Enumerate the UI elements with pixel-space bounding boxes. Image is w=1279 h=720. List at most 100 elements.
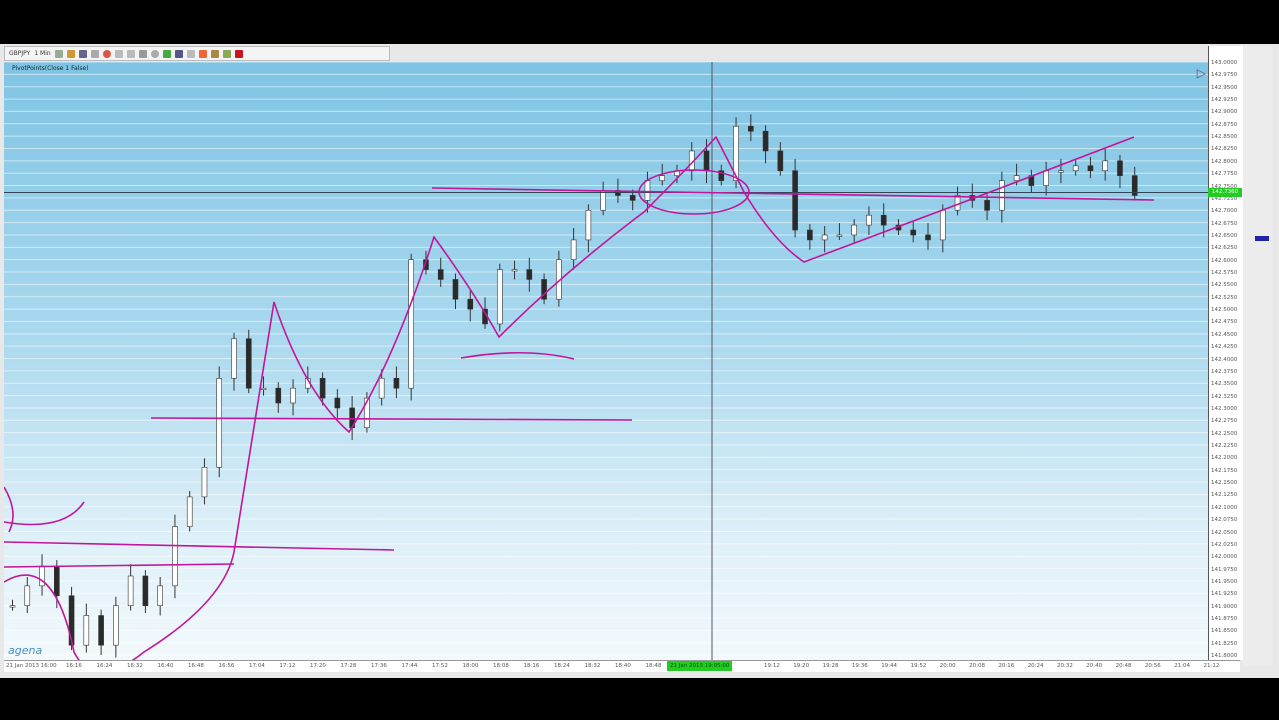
price-tick-label: 142.7000 — [1211, 208, 1238, 215]
annotation-ellipse — [638, 169, 750, 215]
candle — [378, 377, 385, 399]
print-icon[interactable] — [186, 49, 195, 58]
timeframe-selector[interactable]: 1 Min — [34, 50, 51, 57]
candle — [142, 575, 149, 606]
properties-icon[interactable] — [90, 49, 99, 58]
time-tick-label: 21 Jan 2013 16:00 — [6, 663, 57, 669]
annotation-line — [4, 486, 14, 533]
chart-toolbar: GBPJPY 1 Min — [4, 46, 390, 61]
candle — [260, 387, 267, 390]
price-tick-label: 142.2500 — [1211, 430, 1238, 437]
time-tick-label: 18:48 — [645, 663, 662, 669]
candle — [157, 585, 163, 606]
time-tick-label: 16:32 — [127, 663, 143, 669]
price-chart[interactable]: PivotPoints(Close 1 False) agena ▷ — [4, 62, 1208, 660]
time-tick-label: 19:44 — [881, 663, 898, 669]
scroll-right-icon[interactable]: ▷ — [1196, 66, 1206, 80]
candle — [1102, 160, 1109, 172]
annotation-line — [150, 417, 633, 421]
price-axis[interactable]: 143.0000 142.9750 142.9500 142.9250 142.9000… — [1208, 46, 1243, 660]
time-tick-label: 19:52 — [910, 663, 927, 669]
price-tick-label: 142.2000 — [1211, 455, 1238, 462]
time-tick-label: 18:00 — [462, 663, 479, 669]
price-tick-label: 142.6000 — [1211, 257, 1238, 264]
record-icon[interactable] — [102, 49, 111, 58]
price-tick-label: 142.9750 — [1211, 72, 1238, 79]
time-tick-label: 17:04 — [249, 663, 265, 669]
template-icon[interactable] — [210, 49, 219, 58]
price-tick-label: 142.4750 — [1211, 319, 1238, 326]
price-tick-label: 142.2250 — [1211, 443, 1238, 450]
strategy-icon[interactable] — [222, 49, 231, 58]
time-axis[interactable]: 21:12 21:04 20:56 20:48 20:40 20:32 20:24 20:16… — [4, 660, 1240, 672]
candle — [792, 170, 798, 231]
pen-icon[interactable] — [66, 49, 75, 58]
candle — [275, 387, 282, 404]
time-tick-label: 16:56 — [218, 663, 235, 669]
draw-tool-icon[interactable] — [54, 49, 63, 58]
time-tick-label: 20:24 — [1027, 663, 1044, 669]
candle — [984, 200, 990, 211]
price-tick-label: 142.6500 — [1211, 232, 1238, 239]
volume-indicator — [1255, 236, 1269, 241]
time-tick-label: 18:08 — [493, 663, 509, 669]
price-tick-label: 141.9250 — [1211, 591, 1238, 598]
price-tick-label: 142.1250 — [1211, 492, 1238, 499]
candle — [703, 150, 710, 172]
price-tick-label: 142.5250 — [1211, 294, 1238, 301]
price-tick-label: 142.1500 — [1211, 480, 1238, 487]
time-tick-label: 20:00 — [939, 663, 956, 669]
candle — [821, 234, 828, 241]
price-tick-label: 142.0750 — [1211, 517, 1238, 524]
time-tick-label: 21:04 — [1174, 663, 1191, 669]
time-tick-label: 18:16 — [523, 663, 540, 669]
time-tick-label: 18:40 — [615, 663, 631, 669]
candle — [186, 496, 193, 527]
candle — [53, 565, 60, 597]
price-tick-label: 142.6750 — [1211, 220, 1238, 227]
annotation-line — [460, 351, 575, 360]
price-tick-label: 141.8000 — [1211, 653, 1238, 660]
disk-icon[interactable] — [174, 49, 183, 58]
candle — [231, 338, 237, 379]
time-tick-label: 19:36 — [851, 663, 868, 669]
save-icon[interactable] — [78, 49, 87, 58]
candle — [408, 259, 414, 389]
candle — [718, 170, 725, 181]
candle — [600, 190, 606, 211]
price-tick-label: 142.4500 — [1211, 331, 1238, 338]
price-tick-label: 142.2750 — [1211, 418, 1238, 425]
alert-icon[interactable] — [234, 49, 243, 58]
price-tick-label: 142.0000 — [1211, 554, 1238, 561]
time-tick-label: 17:12 — [279, 663, 296, 669]
time-tick-label: 20:40 — [1086, 663, 1103, 669]
zoom-in-icon[interactable] — [114, 49, 123, 58]
price-tick-label: 142.5000 — [1211, 307, 1238, 314]
candle — [644, 180, 651, 201]
price-tick-label: 141.9500 — [1211, 578, 1238, 585]
chart-window: GBPJPY 1 Min — [0, 44, 1279, 678]
color-icon[interactable] — [198, 49, 207, 58]
symbol-selector[interactable]: GBPJPY — [9, 50, 31, 57]
time-tick-label: 17:52 — [432, 663, 448, 669]
price-tick-label: 142.4000 — [1211, 356, 1238, 363]
time-tick-label: 18:32 — [584, 663, 601, 669]
time-tick-label: 19:28 — [822, 663, 839, 669]
indicator-icon[interactable] — [162, 49, 171, 58]
candle — [629, 195, 636, 201]
candle — [1043, 170, 1049, 186]
candle — [9, 605, 16, 608]
annotation-line — [4, 135, 1135, 660]
candle — [866, 214, 872, 226]
candle — [954, 195, 961, 211]
crosshair-icon[interactable] — [138, 49, 147, 58]
candle — [880, 214, 887, 226]
refresh-icon[interactable] — [150, 49, 159, 58]
price-tick-label: 142.7250 — [1211, 195, 1238, 202]
price-tick-label: 142.9000 — [1211, 109, 1238, 116]
price-tick-label: 141.8750 — [1211, 615, 1238, 622]
price-tick-label: 142.9250 — [1211, 97, 1238, 104]
zoom-out-icon[interactable] — [126, 49, 135, 58]
candle — [526, 269, 533, 280]
side-panel — [1243, 46, 1273, 666]
